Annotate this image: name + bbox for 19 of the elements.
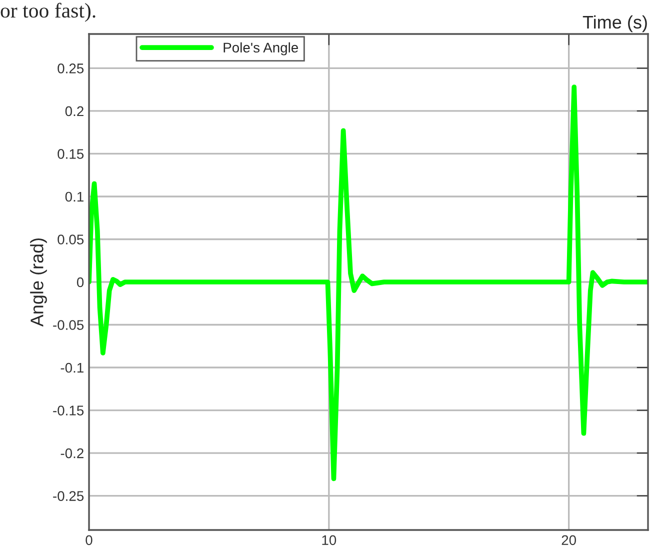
y-tick-label: 0.15 [58, 149, 84, 159]
y-tick-label: -0.05 [53, 320, 84, 330]
y-tick-label: -0.1 [60, 362, 84, 373]
y-tick-label: 0.2 [65, 106, 84, 116]
x-tick-label: 10 [322, 535, 336, 546]
x-tick-label: 0 [86, 535, 92, 546]
legend-label: Pole's Angle [224, 42, 298, 56]
text: or too fast). [0, 2, 96, 22]
y-tick-label: -0.2 [60, 448, 84, 458]
y-tick-label: 0.05 [58, 234, 84, 244]
y-tick-label: 0.25 [58, 64, 84, 74]
y-axis-title: Angle (rad) [30, 238, 47, 327]
line-series [89, 84, 648, 482]
y-tick-label: -0.25 [53, 491, 84, 501]
y-tick-label: -0.15 [53, 406, 84, 416]
x-axis-title: Time (s) [582, 15, 647, 32]
y-tick-label: 0.1 [65, 192, 84, 202]
x-tick-label: 20 [562, 535, 576, 546]
y-tick-label: 0 [76, 277, 84, 288]
